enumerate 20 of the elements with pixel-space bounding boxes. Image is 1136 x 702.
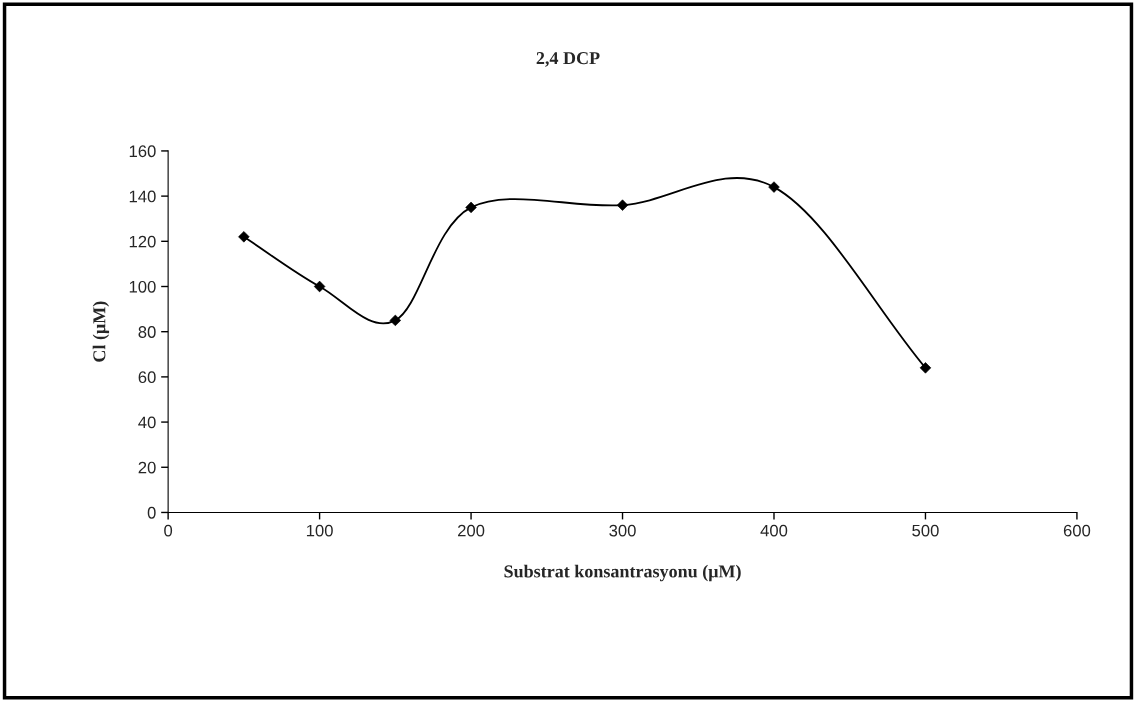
y-axis-title: Cl (μM) <box>92 301 110 362</box>
y-tick-label: 40 <box>138 416 156 429</box>
x-tick-label: 400 <box>760 524 788 537</box>
y-tick-label: 20 <box>138 461 156 474</box>
y-tick-label: 140 <box>129 190 156 203</box>
point <box>768 181 780 193</box>
x-axis-title: Substrat konsantrasyonu (μM) <box>504 564 741 582</box>
x-tick-label: 300 <box>609 524 636 537</box>
x-tick-label: 0 <box>164 524 173 537</box>
y-tick-label: 120 <box>129 235 156 248</box>
x-tick-label: 200 <box>458 524 485 537</box>
x-tick-label: 500 <box>912 524 939 537</box>
chart-title: 2,4 DCP <box>536 52 600 67</box>
y-tick-label: 60 <box>138 371 156 384</box>
x-tick-label: 100 <box>306 524 333 537</box>
y-tick-label: 160 <box>129 145 156 158</box>
y-tick-label: 0 <box>147 506 156 519</box>
y-tick-label: 80 <box>138 326 156 338</box>
y-tick-label: 100 <box>129 280 156 293</box>
x-tick-label: 600 <box>1063 524 1091 537</box>
